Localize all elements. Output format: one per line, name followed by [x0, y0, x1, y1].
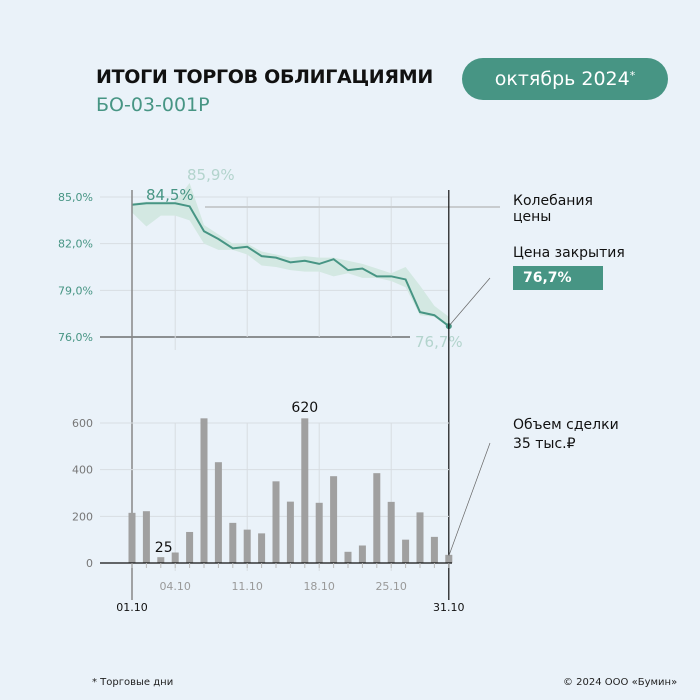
volume-bar — [286, 501, 294, 563]
volume-bar — [272, 481, 280, 563]
volume-bar — [402, 539, 410, 563]
period-badge: октябрь 2024 * — [462, 58, 668, 100]
price-tick-label: 85,0% — [58, 191, 93, 204]
volume-bar — [330, 476, 338, 563]
volume-bar — [430, 536, 438, 563]
volume-tick-label: 600 — [72, 417, 93, 430]
volume-legend-value: 35 тыс.₽ — [513, 436, 576, 452]
max-close-annotation: 84,5% — [146, 186, 194, 204]
volume-bar — [315, 502, 323, 563]
close-leader-line — [448, 277, 491, 327]
volume-bar — [445, 554, 453, 563]
volume-bar — [387, 501, 395, 563]
date-tick-label: 04.10 — [159, 580, 191, 593]
volume-bar — [171, 552, 179, 563]
close-value-badge: 76,7% — [513, 266, 603, 290]
last-close-annotation: 76,7% — [415, 333, 463, 351]
volume-bar — [186, 531, 194, 563]
volume-tick-label: 0 — [86, 557, 93, 570]
bond-code: БО-03-001Р — [96, 94, 210, 116]
date-tick-label: 25.10 — [375, 580, 407, 593]
volume-tick-label: 200 — [72, 510, 93, 523]
volume-bar — [229, 522, 237, 563]
price-tick-label: 79,0% — [58, 284, 93, 297]
volume-legend-label: Объем сделки — [513, 417, 619, 433]
copyright: © 2024 ООО «Бумин» — [563, 677, 678, 688]
volume-bar — [358, 545, 366, 563]
volume-bar — [214, 462, 222, 563]
high-annotation: 85,9% — [187, 166, 235, 184]
footnote: * Торговые дни — [92, 677, 174, 688]
close-legend-label: Цена закрытия — [513, 245, 625, 261]
range-legend-label: Колебания цены — [513, 193, 593, 225]
date-tick-label: 18.10 — [303, 580, 335, 593]
close-price-line — [131, 202, 450, 327]
max-volume-annotation: 620 — [291, 400, 318, 416]
volume-bar — [301, 418, 309, 563]
end-date-label: 31.10 — [433, 601, 465, 614]
min-volume-annotation: 25 — [155, 540, 173, 556]
period-label: октябрь 2024 — [494, 68, 630, 90]
volume-bar — [243, 529, 251, 563]
volume-bar — [128, 512, 136, 563]
volume-tick-label: 400 — [72, 464, 93, 477]
volume-bar — [373, 473, 381, 563]
date-tick-label: 11.10 — [231, 580, 263, 593]
volume-bar — [157, 557, 165, 563]
volume-leader-line — [448, 442, 491, 557]
price-tick-label: 82,0% — [58, 238, 93, 251]
volume-bar — [142, 511, 150, 563]
volume-bar — [200, 418, 208, 563]
start-date-label: 01.10 — [116, 601, 148, 614]
volume-bar — [344, 551, 352, 563]
volume-bar — [258, 533, 266, 563]
period-mark: * — [629, 68, 636, 82]
price-tick-label: 76,0% — [58, 331, 93, 344]
page-title: ИТОГИ ТОРГОВ ОБЛИГАЦИЯМИ — [96, 66, 433, 88]
volume-bar — [416, 512, 424, 563]
